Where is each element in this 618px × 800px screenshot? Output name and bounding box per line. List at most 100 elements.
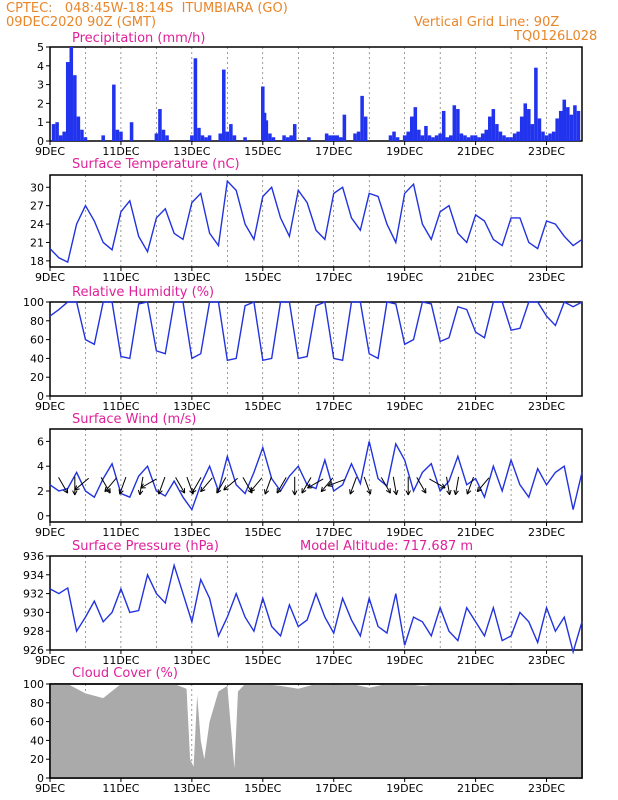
precip-bar: [360, 95, 364, 141]
wind-arrow-head: [263, 489, 270, 495]
y-tick-label: 5: [37, 41, 44, 54]
x-tick-label: 9DEC: [35, 400, 65, 413]
y-tick-label: 0: [37, 390, 44, 403]
x-tick-label: 15DEC: [244, 271, 281, 284]
panel-title: Surface Wind (m/s): [72, 412, 196, 427]
panel-frame: [49, 555, 583, 651]
precip-bar: [190, 135, 194, 141]
y-tick-label: 936: [23, 550, 44, 563]
precip-bar: [512, 133, 517, 141]
y-tick-label: 1: [37, 116, 44, 129]
wind-arrow-head: [276, 488, 282, 494]
y-tick-label: 4: [37, 460, 44, 473]
precip-bar: [548, 133, 552, 141]
precip-bar: [480, 133, 485, 141]
precip-bar: [558, 110, 563, 141]
precip-bar: [484, 129, 489, 141]
precip-bar: [541, 131, 545, 141]
precip-bar: [193, 58, 198, 141]
precip-bar: [498, 131, 503, 141]
y-tick-label: 0: [37, 135, 44, 148]
precip-bar: [505, 137, 510, 141]
y-tick-label: 930: [23, 606, 44, 619]
y-tick-label: 18: [30, 255, 44, 268]
x-tick-label: 17DEC: [315, 145, 352, 158]
wind-arrow: [416, 477, 427, 494]
precip-bar: [271, 137, 276, 141]
y-tick-label: 100: [23, 296, 44, 309]
precip-bar: [388, 135, 393, 141]
x-tick-label: 23DEC: [528, 526, 565, 539]
x-tick-label: 11DEC: [102, 526, 139, 539]
precip-bar: [119, 131, 123, 141]
precip-bar: [495, 124, 499, 141]
precip-bar: [449, 135, 453, 141]
wind-arrow: [327, 479, 345, 487]
x-tick-label: 21DEC: [457, 782, 494, 795]
wind-arrow-head: [327, 481, 333, 487]
wind-arrow: [349, 476, 357, 495]
precip-bar: [83, 137, 88, 141]
wind-arrow: [191, 477, 202, 494]
y-tick-label: 0: [37, 772, 44, 785]
precip-bar: [562, 99, 567, 141]
precip-bar: [420, 135, 425, 141]
x-tick-label: 13DEC: [173, 782, 210, 795]
wind-arrow: [307, 478, 324, 489]
panel-frame: [49, 428, 583, 523]
y-tick-label: 80: [30, 315, 44, 328]
x-tick-label: 9DEC: [35, 654, 65, 667]
x-tick-label: 21DEC: [457, 654, 494, 667]
x-tick-label: 15DEC: [244, 782, 281, 795]
x-tick-label: 19DEC: [386, 271, 423, 284]
x-tick-label: 21DEC: [457, 145, 494, 158]
precip-bar: [76, 116, 81, 141]
precip-bar: [335, 135, 340, 141]
model-altitude: Model Altitude: 717.687 m: [300, 539, 473, 554]
x-tick-label: 19DEC: [386, 526, 423, 539]
y-tick-label: 24: [30, 218, 44, 231]
wind-arrow-head: [476, 486, 483, 493]
precip-bar: [417, 129, 421, 141]
precip-bar: [434, 135, 439, 141]
wind-arrow: [476, 477, 490, 493]
x-tick-label: 13DEC: [173, 654, 210, 667]
precip-bar: [395, 137, 400, 141]
precip-bar: [158, 109, 162, 141]
series-line: [49, 179, 583, 264]
precip-bar: [502, 135, 506, 141]
wind-arrow: [175, 477, 186, 494]
precip-bar: [409, 116, 414, 141]
y-tick-label: 60: [30, 334, 44, 347]
precip-bar: [222, 69, 226, 141]
panel-title: Surface Pressure (hPa): [72, 539, 219, 554]
precip-bar: [466, 137, 471, 141]
wind-arrow-head: [140, 483, 146, 489]
precip-bar: [544, 135, 549, 141]
y-tick-label: 928: [23, 625, 44, 638]
panel-frame: [49, 301, 583, 397]
wind-arrow-head: [366, 489, 372, 495]
y-tick-label: 60: [30, 716, 44, 729]
precip-bar: [268, 133, 272, 141]
y-tick-label: 2: [37, 485, 44, 498]
x-tick-label: 15DEC: [244, 145, 281, 158]
wind-arrow: [249, 477, 263, 493]
wind-arrow: [58, 477, 69, 494]
precip-bar: [527, 109, 531, 141]
series-line: [49, 441, 583, 512]
precip-bar: [324, 133, 329, 141]
precip-bar: [491, 109, 496, 141]
wind-arrow: [320, 477, 334, 493]
wind-arrow-head: [320, 486, 326, 493]
precip-bar: [80, 129, 84, 141]
wind-arrow: [363, 476, 371, 495]
wind-arrow-head: [453, 489, 459, 496]
precip-bar: [289, 135, 293, 141]
x-tick-label: 19DEC: [386, 145, 423, 158]
precip-bar: [161, 129, 166, 141]
precip-bar: [555, 118, 559, 141]
precip-bar: [328, 135, 332, 141]
precip-bar: [129, 122, 134, 141]
